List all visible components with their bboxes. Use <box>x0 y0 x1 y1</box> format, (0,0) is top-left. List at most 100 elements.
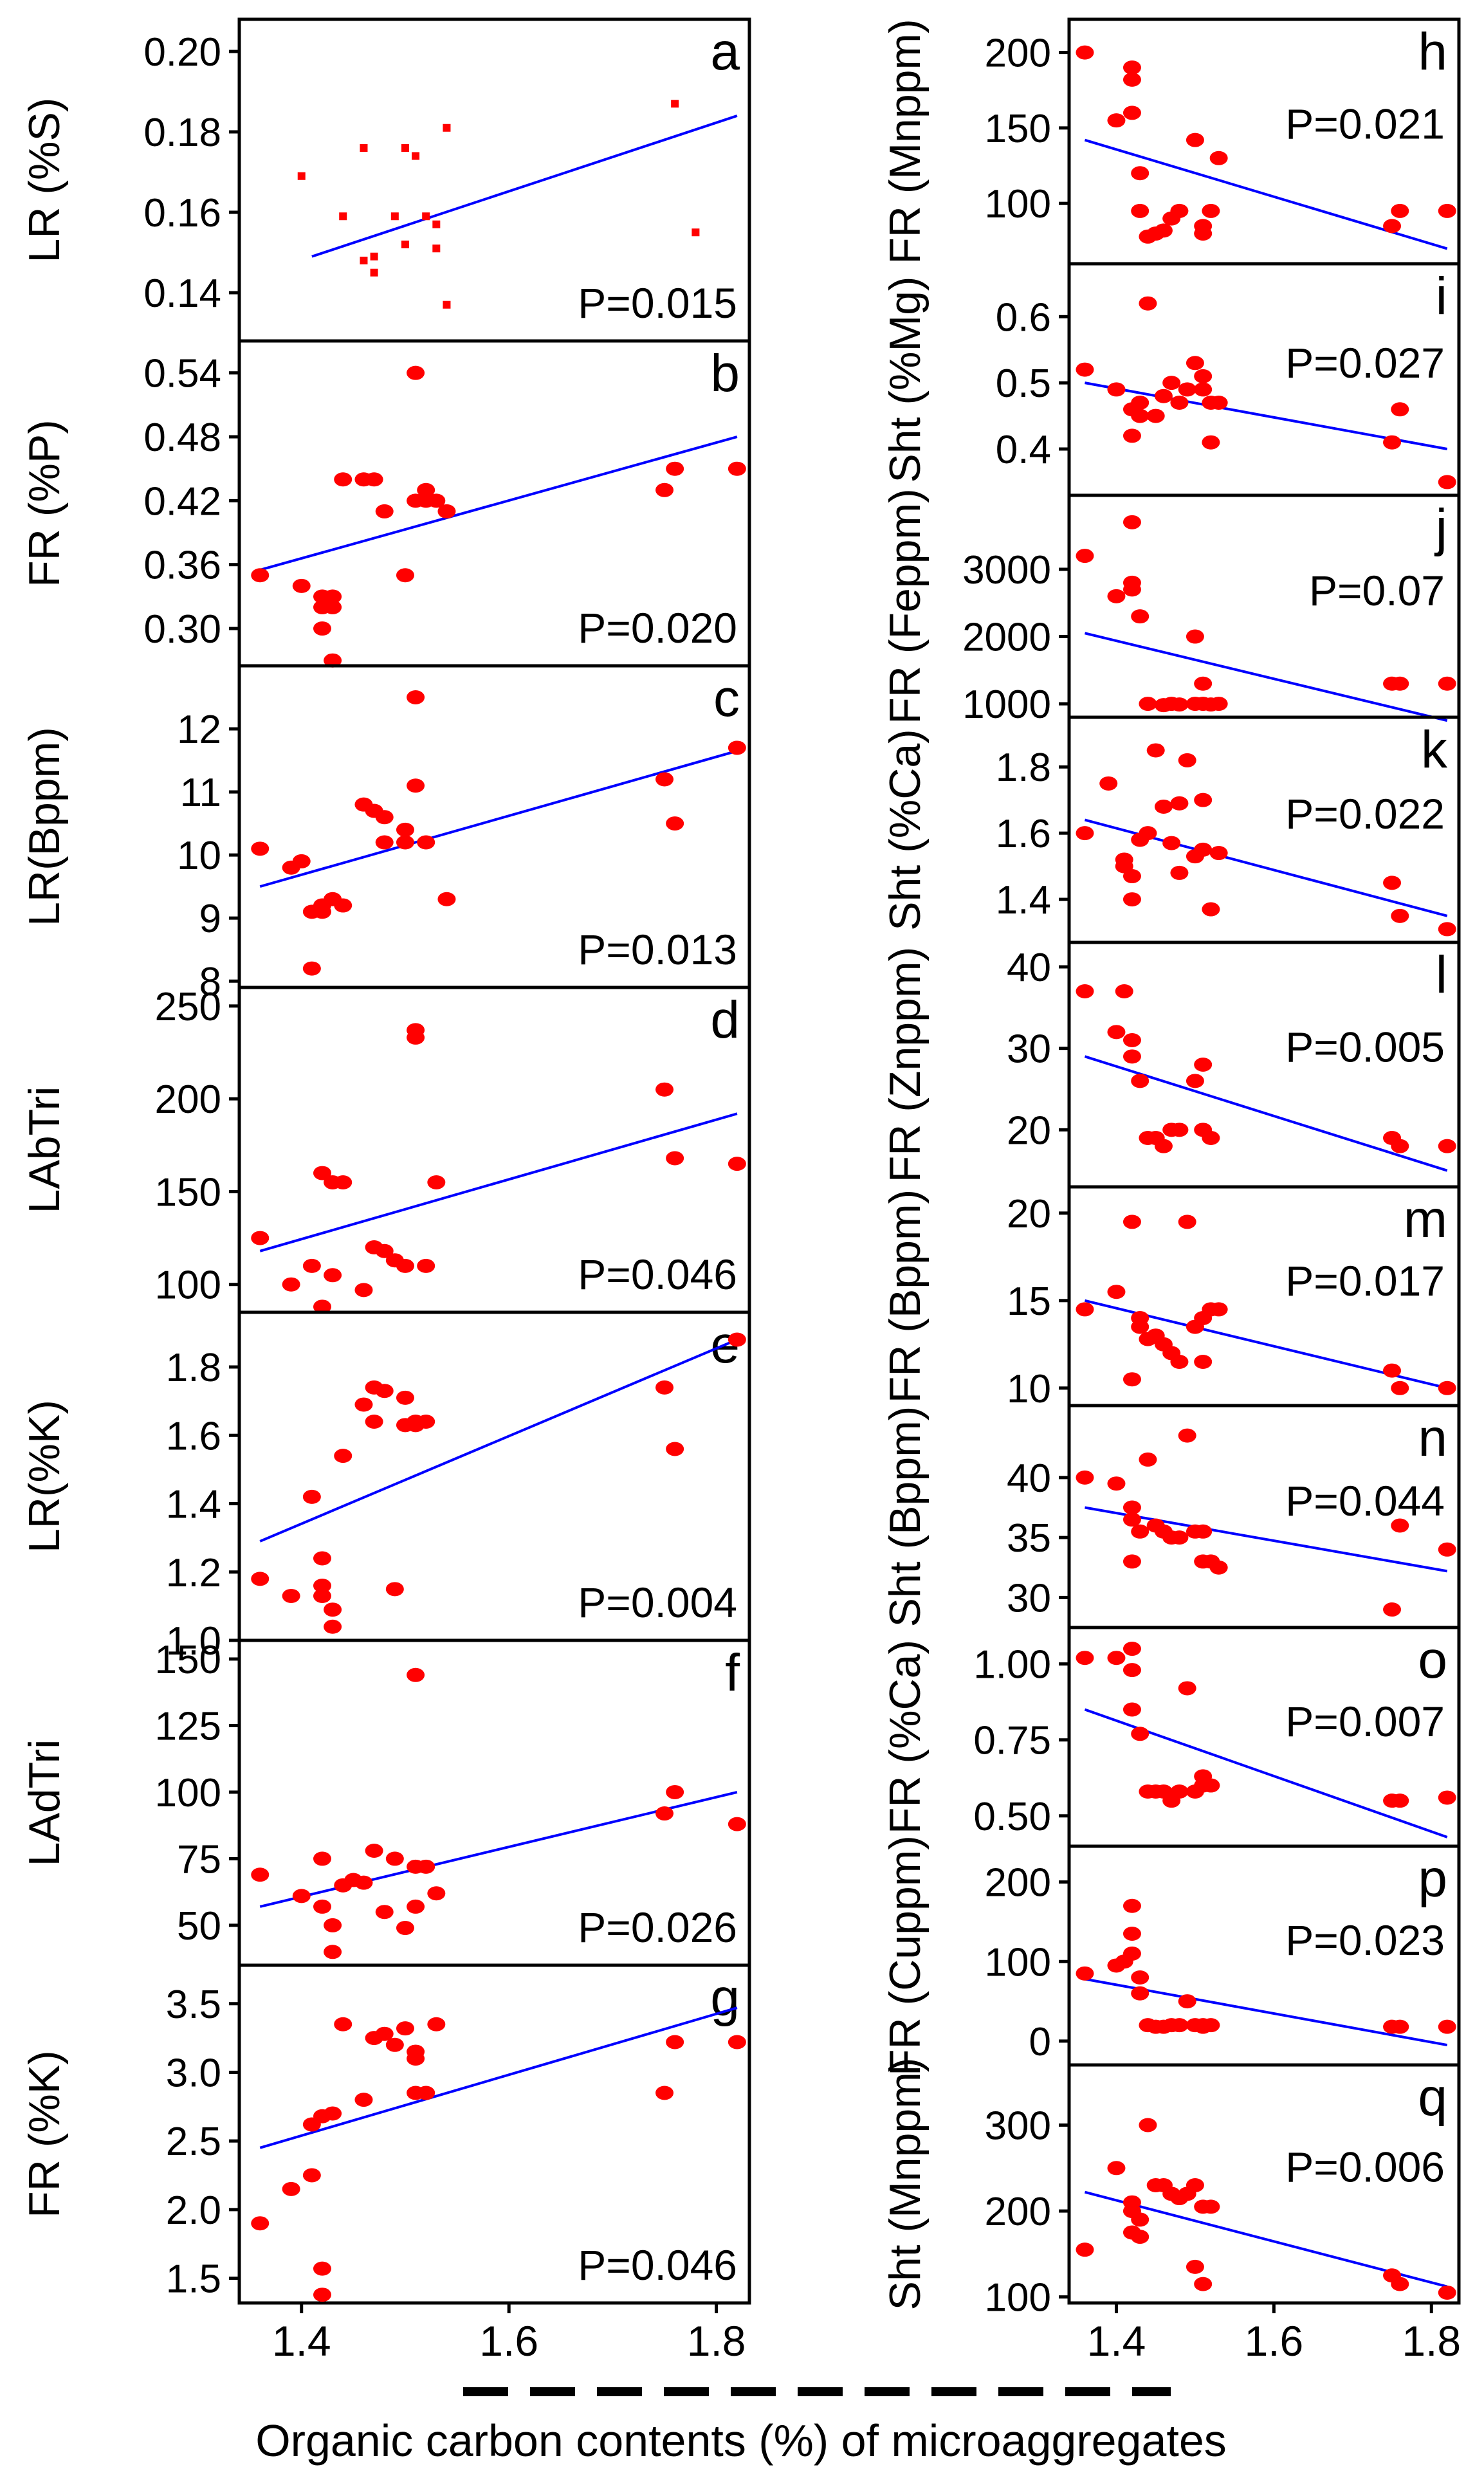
panel-a-ytick-label: 0.14 <box>143 271 221 316</box>
panel-g-ytick-label: 3.5 <box>166 1983 221 2027</box>
panel-e-point <box>313 1551 331 1566</box>
panel-l-point <box>1170 1123 1189 1137</box>
panel-m-point <box>1178 1215 1196 1229</box>
panel-d-point <box>427 1175 446 1189</box>
panel-p-point <box>1131 1986 1150 2001</box>
panel-f-point <box>354 1875 373 1890</box>
panel-q-letter: q <box>1418 2068 1447 2127</box>
panel-q-point <box>1131 2230 1150 2244</box>
panel-k-point <box>1154 799 1173 814</box>
panel-o-ytick-label: 0.50 <box>973 1795 1051 1839</box>
panel-b-point <box>334 472 353 487</box>
panel-h-point <box>1131 166 1150 181</box>
panel-f-point <box>385 1851 404 1866</box>
panel-d-point <box>334 1175 353 1189</box>
panel-o-point <box>1178 1681 1196 1696</box>
panel-n-point <box>1076 1470 1094 1485</box>
panel-h-ytick-label: 150 <box>985 107 1051 151</box>
panel-k-point <box>1202 902 1220 917</box>
panel-l-point <box>1154 1139 1173 1153</box>
panel-f-point <box>324 1918 342 1932</box>
panel-n-point <box>1383 1602 1402 1617</box>
panel-i-point <box>1383 435 1402 450</box>
panel-d-ylabel: LAbTri <box>20 1087 69 1214</box>
panel-h-point <box>1186 133 1204 147</box>
panel-g-point <box>385 2037 404 2052</box>
panel-f-ytick-label: 125 <box>155 1704 221 1748</box>
panel-o-point <box>1438 1790 1456 1805</box>
panel-f-point <box>407 1667 425 1682</box>
panel-h-point <box>1170 203 1189 218</box>
panel-l-point <box>1202 1131 1220 1145</box>
panel-m-point <box>1076 1302 1094 1317</box>
panel-i-point <box>1131 408 1150 423</box>
panel-o-p-value: P=0.007 <box>1285 1698 1445 1745</box>
panel-f-ytick-label: 100 <box>155 1771 221 1815</box>
panel-c-point <box>437 892 456 906</box>
panel-h-point <box>1202 203 1220 218</box>
panel-n-point <box>1122 1500 1141 1515</box>
panel-c-ytick-label: 12 <box>177 708 221 752</box>
panel-g-frame <box>237 1963 751 2305</box>
panel-g-point <box>334 2017 353 2031</box>
panel-j-point <box>1122 515 1141 529</box>
panel-j-point <box>1391 676 1409 691</box>
panel-a-ytick-label: 0.20 <box>143 30 221 75</box>
panel-k-point <box>1383 876 1402 890</box>
panel-d-fit-line <box>259 1112 738 1252</box>
panel-k-point <box>1209 846 1228 861</box>
panel-d-point <box>354 1283 373 1298</box>
panel-i-point <box>1154 389 1173 403</box>
panel-j-point <box>1194 676 1213 691</box>
left-x-axis: 1.4 1.6 1.8 <box>272 2303 746 2365</box>
panel-l: 40 30 20 FR (Znppm) l P=0.005 <box>881 940 1461 1189</box>
panel-j-ylabel: FR (Feppm) <box>881 488 930 724</box>
panel-l-ytick-label: 30 <box>1007 1027 1051 1072</box>
panel-i-point <box>1139 296 1157 311</box>
panel-k-point <box>1146 743 1165 758</box>
panel-n-point <box>1170 1530 1189 1545</box>
panel-h-p-value: P=0.021 <box>1285 100 1445 148</box>
panel-p-point <box>1391 2019 1409 2034</box>
panel-a-point <box>422 212 430 221</box>
panel-c-point <box>655 772 674 787</box>
panel-a-point <box>339 212 347 221</box>
panel-p-ytick-label: 100 <box>985 1940 1051 1985</box>
panel-q-point <box>1107 2161 1126 2176</box>
panel-l-ytick-label: 40 <box>1007 946 1051 990</box>
panel-g-fit-line <box>259 2006 738 2149</box>
panel-q-point <box>1122 2195 1141 2210</box>
panel-m-ytick-label: 15 <box>1007 1279 1051 1324</box>
panel-n-point <box>1209 1560 1228 1575</box>
panel-l-point <box>1107 1025 1126 1040</box>
panel-d-letter: d <box>710 991 740 1049</box>
panel-h-ytick-label: 100 <box>985 182 1051 226</box>
panel-j-point <box>1122 582 1141 597</box>
panel-a-point <box>443 300 451 309</box>
panel-j-point <box>1131 609 1150 624</box>
panel-a-point <box>412 152 420 160</box>
panel-k-point <box>1122 869 1141 884</box>
panel-h-ylabel: FR (Mnppm) <box>881 19 930 264</box>
panel-k-ylabel: Sht (%Ca) <box>881 729 930 931</box>
panel-f-point <box>427 1886 446 1901</box>
panel-i-point <box>1438 475 1456 490</box>
panel-a: 0.20 0.18 0.16 0.14 LR (%S) a P=0.015 <box>20 17 751 343</box>
panel-f-point <box>396 1921 414 1936</box>
left-x-tick-label: 1.8 <box>687 2317 746 2365</box>
panel-c-point <box>417 835 435 850</box>
panel-b-point <box>655 482 674 497</box>
panel-h-point <box>1154 223 1173 238</box>
panel-d-point <box>666 1151 684 1166</box>
panel-e-point <box>313 1588 331 1603</box>
panel-n-ytick-label: 40 <box>1007 1456 1051 1501</box>
panel-k-point <box>1178 753 1196 767</box>
panel-k-point <box>1170 796 1189 811</box>
panel-f-point <box>375 1905 394 1920</box>
panel-e-point <box>302 1489 321 1504</box>
panel-n-point <box>1178 1428 1196 1443</box>
panel-c-ytick-label: 8 <box>199 960 221 1004</box>
panel-g-point <box>396 2021 414 2036</box>
panel-f-point <box>365 1844 383 1858</box>
panel-m-p-value: P=0.017 <box>1285 1257 1445 1305</box>
